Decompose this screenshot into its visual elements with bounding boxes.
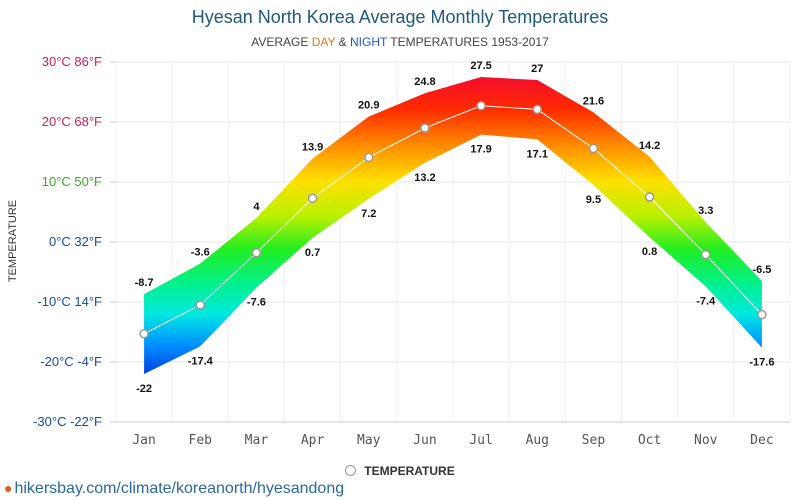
night-value-label: -17.4 (188, 355, 214, 367)
legend[interactable]: TEMPERATURE (0, 464, 800, 478)
x-tick-label: Jul (469, 433, 492, 448)
x-tick-label: Oct (638, 433, 661, 448)
night-value-label: 17.1 (527, 148, 548, 160)
subtitle-suffix: TEMPERATURES 1953-2017 (390, 35, 549, 49)
y-tick-label: -20°C -4°F (40, 354, 102, 369)
day-value-label: -8.7 (135, 277, 154, 289)
chart-subtitle: AVERAGE DAY & NIGHT TEMPERATURES 1953-20… (0, 35, 800, 49)
average-temperature-point (195, 300, 205, 310)
night-value-label: 7.2 (361, 208, 376, 220)
legend-circle-icon (345, 465, 357, 476)
average-temperature-point (644, 192, 655, 202)
average-temperature-point (139, 329, 149, 339)
day-night-band (144, 77, 762, 374)
x-tick-label: Dec (750, 433, 773, 448)
night-value-label: -7.4 (696, 295, 716, 307)
y-tick-label: 20°C 68°F (42, 114, 102, 129)
night-value-label: 0.7 (305, 247, 320, 259)
average-temperature-point (476, 101, 486, 111)
location-pin-icon: ● (4, 480, 13, 496)
night-value-label: 13.2 (414, 172, 435, 184)
night-value-label: -22 (136, 383, 152, 395)
x-tick-label: Sep (582, 433, 606, 448)
day-value-label: -3.6 (191, 247, 210, 259)
average-temperature-line (143, 105, 763, 335)
average-temperature-point (757, 309, 767, 320)
y-tick-label: 0°C 32°F (49, 234, 102, 249)
average-temperature-point (420, 123, 430, 133)
night-value-label: 0.8 (642, 246, 657, 258)
average-temperature-point (588, 143, 599, 154)
y-tick-label: 10°C 50°F (42, 174, 102, 189)
day-value-label: 27.5 (470, 60, 491, 72)
y-tick-label: -30°C -22°F (33, 414, 102, 429)
x-tick-label: May (357, 433, 381, 448)
x-tick-label: Feb (189, 433, 213, 448)
y-tick-label: 30°C 86°F (42, 54, 102, 69)
footer-link[interactable]: ● hikersbay.com/climate/koreanorth/hyesan… (4, 480, 344, 498)
day-value-label: 13.9 (302, 142, 323, 154)
day-value-label: 14.2 (639, 140, 660, 152)
average-temperature-point (532, 104, 542, 115)
average-temperature-point (307, 193, 318, 203)
footer-url: hikersbay.com/climate/koreanorth/hyesand… (14, 480, 345, 497)
y-tick-label: -10°C 14°F (37, 294, 102, 309)
x-tick-label: Jun (413, 433, 436, 448)
x-tick-label: Aug (526, 433, 549, 448)
day-value-label: -6.5 (752, 264, 771, 276)
average-temperature-point (701, 249, 711, 260)
day-value-label: 27 (531, 63, 543, 75)
night-value-label: 17.9 (470, 144, 491, 156)
subtitle-night: NIGHT (350, 35, 388, 49)
day-value-label: 24.8 (414, 76, 435, 88)
x-tick-label: Mar (245, 433, 269, 448)
chart-title: Hyesan North Korea Average Monthly Tempe… (191, 7, 609, 27)
day-value-label: 20.9 (358, 100, 379, 112)
night-value-label: -7.6 (247, 297, 266, 309)
subtitle-amp: & (338, 35, 347, 49)
average-temperature-point (364, 152, 374, 163)
x-tick-label: Nov (694, 433, 718, 448)
average-temperature-point (251, 248, 262, 258)
night-value-label: 9.5 (586, 194, 601, 206)
subtitle-prefix: AVERAGE (251, 35, 309, 49)
day-value-label: 21.6 (583, 95, 604, 107)
x-tick-label: Jan (132, 433, 155, 448)
legend-label: TEMPERATURE (364, 464, 455, 478)
subtitle-day: DAY (311, 35, 336, 49)
x-tick-label: Apr (301, 433, 325, 448)
day-value-label: 3.3 (698, 205, 713, 217)
day-value-label: 4 (253, 201, 260, 213)
night-value-label: -17.6 (749, 357, 774, 369)
